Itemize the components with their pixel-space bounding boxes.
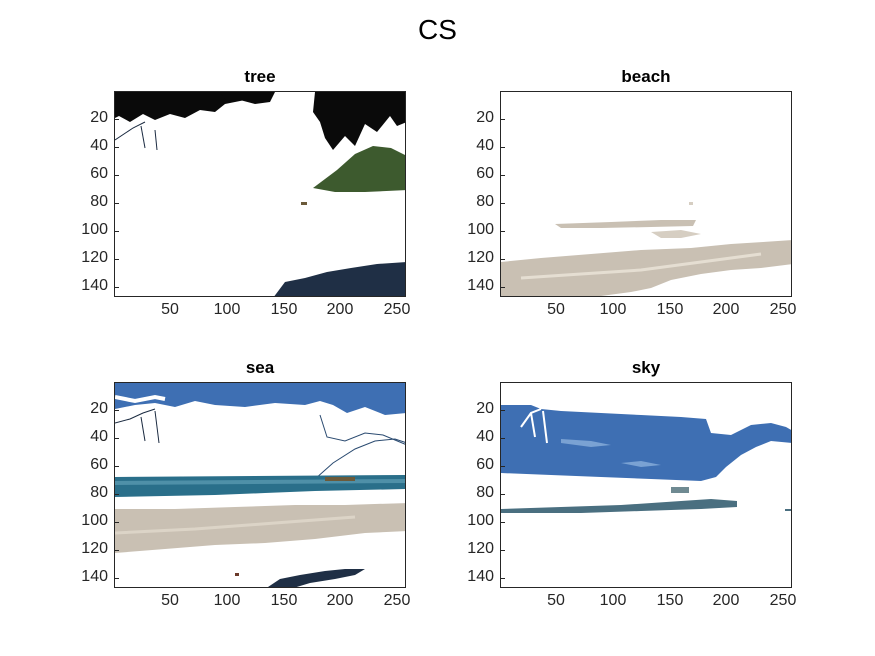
panel-tree: tree 20 40 60 80 100 120 140 xyxy=(81,67,410,318)
sand-strip xyxy=(555,220,696,228)
x-tick: 50 xyxy=(161,592,179,609)
y-tick: 140 xyxy=(467,568,494,585)
x-tick: 100 xyxy=(213,592,241,609)
x-tick: 250 xyxy=(383,301,411,318)
y-tick: 60 xyxy=(90,165,108,182)
y-tick: 100 xyxy=(81,512,108,529)
axes xyxy=(500,91,792,297)
horizon-band xyxy=(501,499,737,513)
x-tick: 250 xyxy=(383,592,411,609)
x-tick: 150 xyxy=(656,592,684,609)
y-tick: 140 xyxy=(81,568,108,585)
x-tick: 100 xyxy=(213,301,241,318)
x-tick: 200 xyxy=(326,301,354,318)
y-tick: 120 xyxy=(81,540,108,557)
y-tick: 40 xyxy=(476,428,494,445)
y-tick: 140 xyxy=(467,277,494,294)
y-tick: 60 xyxy=(90,456,108,473)
y-tick: 120 xyxy=(467,540,494,557)
x-tick: 150 xyxy=(270,301,298,318)
x-tick: 200 xyxy=(712,301,740,318)
x-tick: 200 xyxy=(326,592,354,609)
panel-title: tree xyxy=(244,67,276,86)
tree-foliage-mid xyxy=(220,92,275,104)
tree-foliage-right xyxy=(313,92,405,150)
x-tick: 50 xyxy=(547,301,565,318)
x-tick: 200 xyxy=(712,592,740,609)
x-tick: 50 xyxy=(161,301,179,318)
y-tick: 80 xyxy=(476,193,494,210)
y-tick: 120 xyxy=(81,249,108,266)
y-tick: 100 xyxy=(467,221,494,238)
tree-foliage-left xyxy=(115,92,245,122)
y-tick: 40 xyxy=(90,137,108,154)
y-tick: 140 xyxy=(81,277,108,294)
panel-beach: beach 20 40 60 80 100 120 140 50 100 150… xyxy=(467,67,796,318)
sand-band xyxy=(115,503,405,553)
y-tick: 20 xyxy=(90,400,108,417)
x-tick: 100 xyxy=(599,301,627,318)
axes xyxy=(500,382,792,588)
y-tick: 40 xyxy=(90,428,108,445)
x-tick: 150 xyxy=(656,301,684,318)
y-tick: 40 xyxy=(476,137,494,154)
y-tick: 60 xyxy=(476,456,494,473)
segmented-image xyxy=(501,405,791,513)
axes xyxy=(114,91,406,297)
y-tick: 100 xyxy=(467,512,494,529)
panel-title: sky xyxy=(631,358,661,377)
y-tick: 120 xyxy=(467,249,494,266)
panel-title: beach xyxy=(621,67,671,86)
panel-sky: sky 20 40 60 80 100 120 140 50 100 150 2… xyxy=(467,358,796,609)
y-tick: 80 xyxy=(90,193,108,210)
sky-band xyxy=(115,383,405,415)
y-tick: 20 xyxy=(476,109,494,126)
hill xyxy=(313,146,405,192)
y-tick: 80 xyxy=(90,484,108,501)
panel-title: sea xyxy=(245,358,275,377)
x-tick: 100 xyxy=(599,592,627,609)
segmented-image xyxy=(501,202,791,296)
sea-band xyxy=(115,475,405,497)
y-tick: 20 xyxy=(476,400,494,417)
x-tick: 150 xyxy=(270,592,298,609)
figure-title: CS xyxy=(418,14,457,45)
x-tick: 250 xyxy=(769,592,797,609)
segmented-image xyxy=(115,92,405,296)
x-tick: 50 xyxy=(547,592,565,609)
y-tick: 80 xyxy=(476,484,494,501)
panel-sea: sea 20 40 60 80 xyxy=(81,358,410,609)
y-tick: 100 xyxy=(81,221,108,238)
x-tick: 250 xyxy=(769,301,797,318)
dark-water xyxy=(274,262,405,296)
sky-region xyxy=(501,405,791,481)
axes xyxy=(114,382,406,588)
segmented-image xyxy=(115,383,405,587)
y-tick: 20 xyxy=(90,109,108,126)
y-tick: 60 xyxy=(476,165,494,182)
